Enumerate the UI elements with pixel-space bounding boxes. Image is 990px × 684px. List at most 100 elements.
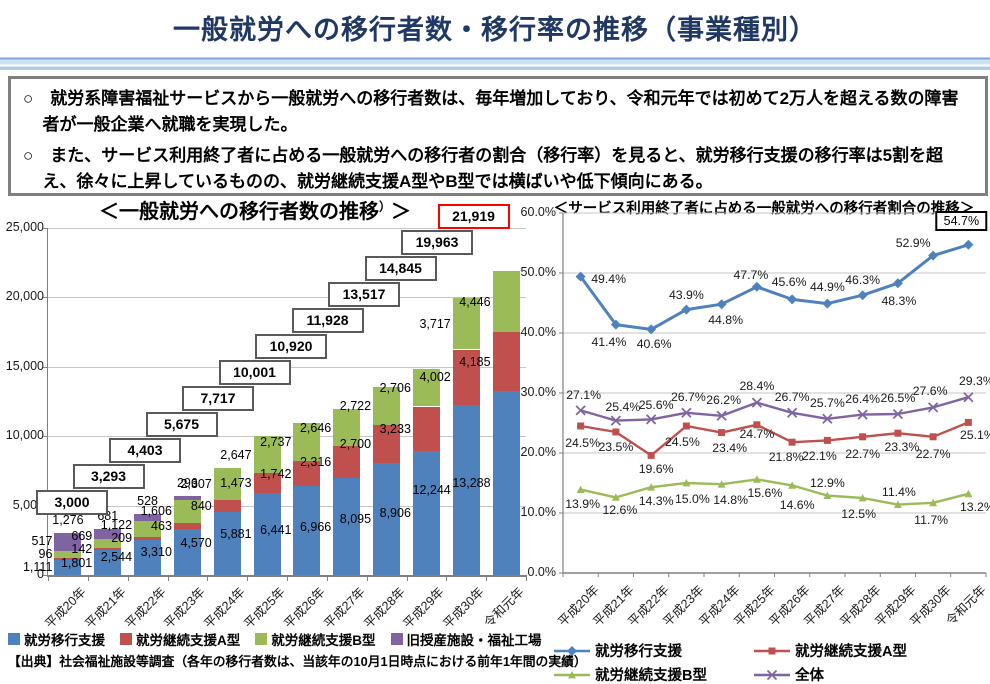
data-label: 13.2% (959, 499, 990, 514)
y-axis-tick-label: 40.0% (520, 325, 556, 339)
x-axis-tick-mark (127, 577, 129, 581)
legend-label: 就労継続支援A型 (136, 633, 241, 648)
bar-segment-2 (412, 368, 440, 407)
bar-value-label: 1,801 (60, 555, 93, 570)
bar-value-label: 3,233 (379, 421, 411, 436)
bar-segment-2 (373, 387, 401, 426)
data-label: 46.3% (845, 273, 881, 288)
page-title: 一般就労への移行者数・移行率の推移（事業種別） (173, 15, 817, 45)
legend-item-0: 就労移行支援 (552, 640, 752, 661)
summary-box: ○ 就労系障害福祉サービスから一般就労への移行者数は、毎年増加しており、令和元年… (8, 76, 988, 196)
x-axis-tick-mark (526, 577, 527, 581)
bar-value-label: 4,570 (180, 536, 212, 551)
y-axis-tick-label: 30.0% (520, 385, 556, 399)
bar-value-label: 2,544 (100, 550, 133, 565)
bar-segment-0 (173, 529, 201, 575)
y-axis-line (47, 228, 48, 575)
data-label: 49.4% (591, 271, 627, 286)
bar-value-label: 3,717 (419, 316, 451, 331)
bar-segment-2 (54, 551, 82, 559)
data-label: 19.6% (638, 462, 674, 477)
data-label: 25.4% (605, 399, 641, 414)
data-label: 24.5% (565, 436, 601, 450)
data-label: 23.4% (712, 440, 748, 455)
total-label: 5,675 (145, 412, 218, 437)
data-label: 29.3% (958, 374, 990, 389)
bar-value-label: 1,473 (220, 476, 252, 491)
bar-value-label: 2,646 (299, 420, 332, 435)
y-axis-tick-mark (43, 297, 47, 299)
y-axis-tick-label: 20,000 (5, 289, 44, 304)
total-label: 19,963 (401, 230, 473, 255)
legend-marker-icon (554, 670, 590, 678)
bar-value-label: 3,310 (140, 545, 172, 560)
bar-segment-0 (452, 405, 480, 575)
bar-value-label: 1,111 (22, 560, 53, 575)
bar-segment-1 (94, 548, 122, 550)
bar-chart-title-bracket: ＞ (391, 201, 411, 223)
x-axis-tick-mark (48, 577, 49, 581)
bar-segment-0 (253, 493, 281, 575)
bar-segment-2 (134, 521, 162, 537)
total-label: 10,920 (255, 334, 327, 359)
bar-segment-0 (492, 390, 520, 575)
bar-value-label: 2,700 (339, 436, 372, 451)
bar-chart-title-footnote-mark: ） (378, 199, 391, 214)
bar-segment-0 (213, 511, 241, 575)
y-axis-tick-label: 0.0% (527, 565, 557, 579)
bar-chart-title-text: ＜一般就労への移行者数の推移 (98, 201, 379, 223)
total-label: 13,517 (328, 282, 400, 307)
x-axis-tick-mark (446, 577, 448, 581)
bar-segment-1 (412, 406, 440, 452)
legend-item-3: 全体 (752, 664, 907, 684)
x-axis-tick-mark (287, 577, 288, 581)
x-axis-tick-mark (207, 577, 209, 581)
square-marker-icon (768, 647, 776, 654)
data-label: 12.6% (602, 503, 638, 518)
bar-segment-2 (492, 270, 520, 333)
data-label: 14.8% (713, 493, 749, 508)
legend-swatch-icon (8, 633, 20, 645)
y-axis-tick-label: 50.0% (520, 265, 556, 279)
data-label: 12.9% (809, 475, 845, 490)
bar-value-label: 463 (151, 518, 172, 533)
legend-swatch-icon (390, 633, 403, 645)
gridline (48, 505, 526, 507)
legend-label: 就労移行支援 (595, 644, 682, 660)
legend-item-1: 就労継続支援A型 (120, 629, 240, 649)
bar-segment-2 (452, 297, 480, 350)
bar-segment-0 (134, 539, 162, 575)
legend-item-0: 就労移行支援 (8, 629, 105, 649)
total-label: 7,717 (182, 386, 254, 411)
total-label: 3,293 (72, 464, 145, 489)
data-label: 11.4% (881, 484, 916, 499)
bar-segment-2 (213, 467, 241, 500)
source-note: 【出典】社会福祉施設等調査（各年の移行者数は、当該年の10月1日時点における前年… (8, 654, 587, 669)
y-axis-tick-label: 0 (37, 567, 44, 581)
y-axis-tick-label: 60.0% (520, 205, 556, 219)
bar-value-label: 5,881 (220, 527, 252, 542)
bar-value-label: 1,742 (260, 466, 292, 481)
data-label: 24.7% (739, 426, 775, 441)
bar-value-label: 528 (137, 493, 158, 508)
data-label: 21.8% (768, 450, 804, 465)
bar-chart-title: ＜一般就労への移行者数の推移）＞ (40, 195, 470, 224)
total-label-highlight: 21,919 (437, 204, 510, 229)
bar-value-label: 296 (176, 476, 198, 491)
bar-segment-0 (373, 462, 401, 575)
bar-value-label: 2,737 (260, 435, 292, 450)
bar-value-label: 2,307 (180, 476, 212, 491)
bar-value-label: 209 (111, 531, 133, 546)
legend-label: 旧授産施設・福祉工場 (406, 633, 542, 648)
total-label: 4,403 (109, 438, 181, 463)
y-axis-tick-mark (43, 366, 47, 368)
data-label: 13.9% (565, 496, 601, 511)
x-axis-tick-mark (167, 577, 169, 581)
bar-segment-3 (54, 533, 82, 552)
bar-segment-1 (253, 472, 281, 494)
total-label: 3,000 (36, 490, 108, 515)
bar-segment-1 (373, 425, 401, 463)
bar-value-label: 12,244 (412, 483, 451, 498)
total-label: 14,845 (364, 256, 437, 281)
